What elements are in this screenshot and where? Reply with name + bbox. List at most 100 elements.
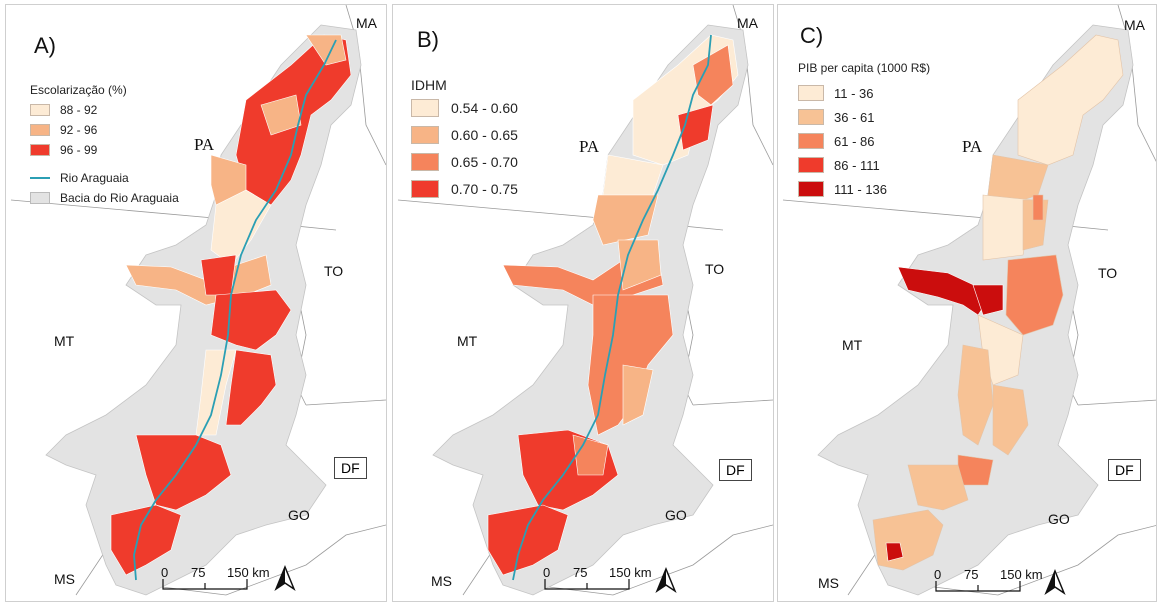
municipalities-b — [487, 34, 739, 576]
state-label-df: DF — [1108, 459, 1141, 481]
legend-title: IDHM — [411, 77, 447, 93]
legend-title: PIB per capita (1000 R$) — [798, 61, 931, 75]
panel-letter: C) — [800, 23, 824, 48]
state-label-pa: PA — [194, 135, 215, 154]
scale-bar-graphic — [935, 581, 1021, 592]
legend-swatch — [798, 181, 824, 197]
region-c-1 — [1017, 34, 1124, 166]
legend-b: IDHM 0.54 - 0.60 0.60 - 0.65 0.65 - 0.70… — [411, 77, 518, 207]
panel-letter: B) — [417, 27, 439, 52]
legend-swatch — [30, 144, 50, 156]
region-c-7 — [972, 284, 1004, 316]
region-a-12 — [305, 34, 347, 66]
legend-item: 11 - 36 — [798, 85, 930, 101]
legend-swatch — [798, 109, 824, 125]
scale-tick-150: 150 km — [227, 565, 270, 580]
region-b-9 — [622, 364, 654, 426]
legend-swatch — [411, 126, 439, 144]
legend-item: 0.70 - 0.75 — [411, 180, 518, 198]
legend-a: Escolarização (%) 88 - 92 92 - 96 96 - 9… — [30, 83, 179, 211]
legend-label: 0.54 - 0.60 — [451, 100, 518, 116]
panel-letter: A) — [34, 33, 56, 58]
legend-river-line — [30, 177, 50, 179]
region-c-13 — [907, 464, 969, 511]
legend-label: 88 - 92 — [60, 103, 98, 117]
legend-label: 11 - 36 — [834, 85, 874, 101]
state-label-ma: MA — [356, 15, 377, 31]
region-c-11 — [992, 384, 1029, 456]
legend-label: Rio Araguaia — [60, 171, 129, 185]
state-label-ma: MA — [737, 15, 758, 31]
legend-swatch — [30, 192, 50, 204]
map-panel-a: A) MA PA TO MT DF GO MS Escolarização (%… — [5, 4, 387, 602]
state-label-to: TO — [324, 263, 344, 279]
scale-tick-0: 0 — [543, 565, 551, 580]
state-label-ms: MS — [431, 573, 452, 589]
legend-label: 61 - 86 — [834, 133, 875, 149]
legend-item: Rio Araguaia — [30, 171, 179, 185]
legend-item: 0.54 - 0.60 — [411, 99, 518, 117]
scale-tick-75: 75 — [573, 565, 588, 580]
legend-swatch — [30, 104, 50, 116]
map-panel-c: C) MA PA TO MT DF GO MS PIB per capita (… — [777, 4, 1157, 602]
map-b — [397, 5, 773, 596]
scale-tick-75: 75 — [191, 565, 206, 580]
legend-item: 111 - 136 — [798, 181, 930, 197]
legend-title: Escolarização (%) — [30, 83, 127, 97]
region-c-15 — [885, 542, 904, 562]
scale-tick-75: 75 — [964, 567, 979, 582]
state-label-ms: MS — [54, 571, 75, 587]
scale-tick-150: 150 km — [609, 565, 652, 580]
state-label-go: GO — [1048, 511, 1070, 527]
legend-swatch — [411, 180, 439, 198]
region-b-11 — [572, 434, 609, 476]
state-label-to: TO — [705, 261, 725, 277]
legend-item: 61 - 86 — [798, 133, 930, 149]
region-c-10 — [957, 344, 994, 446]
map-panel-b: B) MA PA TO MT DF GO MS IDHM 0.54 - 0.60… — [392, 4, 774, 602]
legend-swatch — [411, 99, 439, 117]
legend-swatch — [411, 153, 439, 171]
state-label-ma: MA — [1124, 17, 1145, 33]
legend-item: 96 - 99 — [30, 143, 179, 157]
north-arrow-icon — [655, 567, 677, 593]
region-b-2 — [692, 44, 734, 106]
scale-bar-graphic — [544, 579, 630, 590]
region-a-5 — [200, 254, 237, 296]
legend-label: 96 - 99 — [60, 143, 98, 157]
state-label-go: GO — [288, 507, 310, 523]
scale-tick-150: 150 km — [1000, 567, 1043, 582]
legend-label: 92 - 96 — [60, 123, 98, 137]
state-label-df: DF — [719, 459, 752, 481]
region-c-8 — [1005, 254, 1064, 336]
state-label-df: DF — [334, 457, 367, 479]
legend-label: Bacia do Rio Araguaia — [60, 191, 179, 205]
region-a-9 — [135, 434, 232, 511]
north-arrow-icon — [274, 565, 296, 591]
region-c-12 — [957, 454, 994, 486]
region-a-3 — [210, 154, 247, 206]
state-label-mt: MT — [842, 337, 863, 353]
legend-label: 0.60 - 0.65 — [451, 127, 518, 143]
legend-item: 36 - 61 — [798, 109, 930, 125]
state-label-mt: MT — [457, 333, 478, 349]
map-c — [782, 5, 1156, 596]
region-a-10 — [110, 504, 182, 576]
legend-item: 88 - 92 — [30, 103, 179, 117]
map-a — [10, 5, 386, 596]
river-a — [133, 39, 337, 581]
legend-label: 0.70 - 0.75 — [451, 181, 518, 197]
region-c-3 — [982, 194, 1034, 261]
legend-item: 0.60 - 0.65 — [411, 126, 518, 144]
legend-swatch — [30, 124, 50, 136]
state-label-ms: MS — [818, 575, 839, 591]
municipalities-c — [872, 34, 1124, 571]
legend-item: 0.65 - 0.70 — [411, 153, 518, 171]
scale-tick-0: 0 — [161, 565, 169, 580]
scale-tick-0: 0 — [934, 567, 942, 582]
north-arrow-icon — [1044, 569, 1066, 595]
region-a-11 — [260, 94, 302, 136]
legend-label: 86 - 111 — [834, 157, 880, 173]
state-label-to: TO — [1098, 265, 1118, 281]
